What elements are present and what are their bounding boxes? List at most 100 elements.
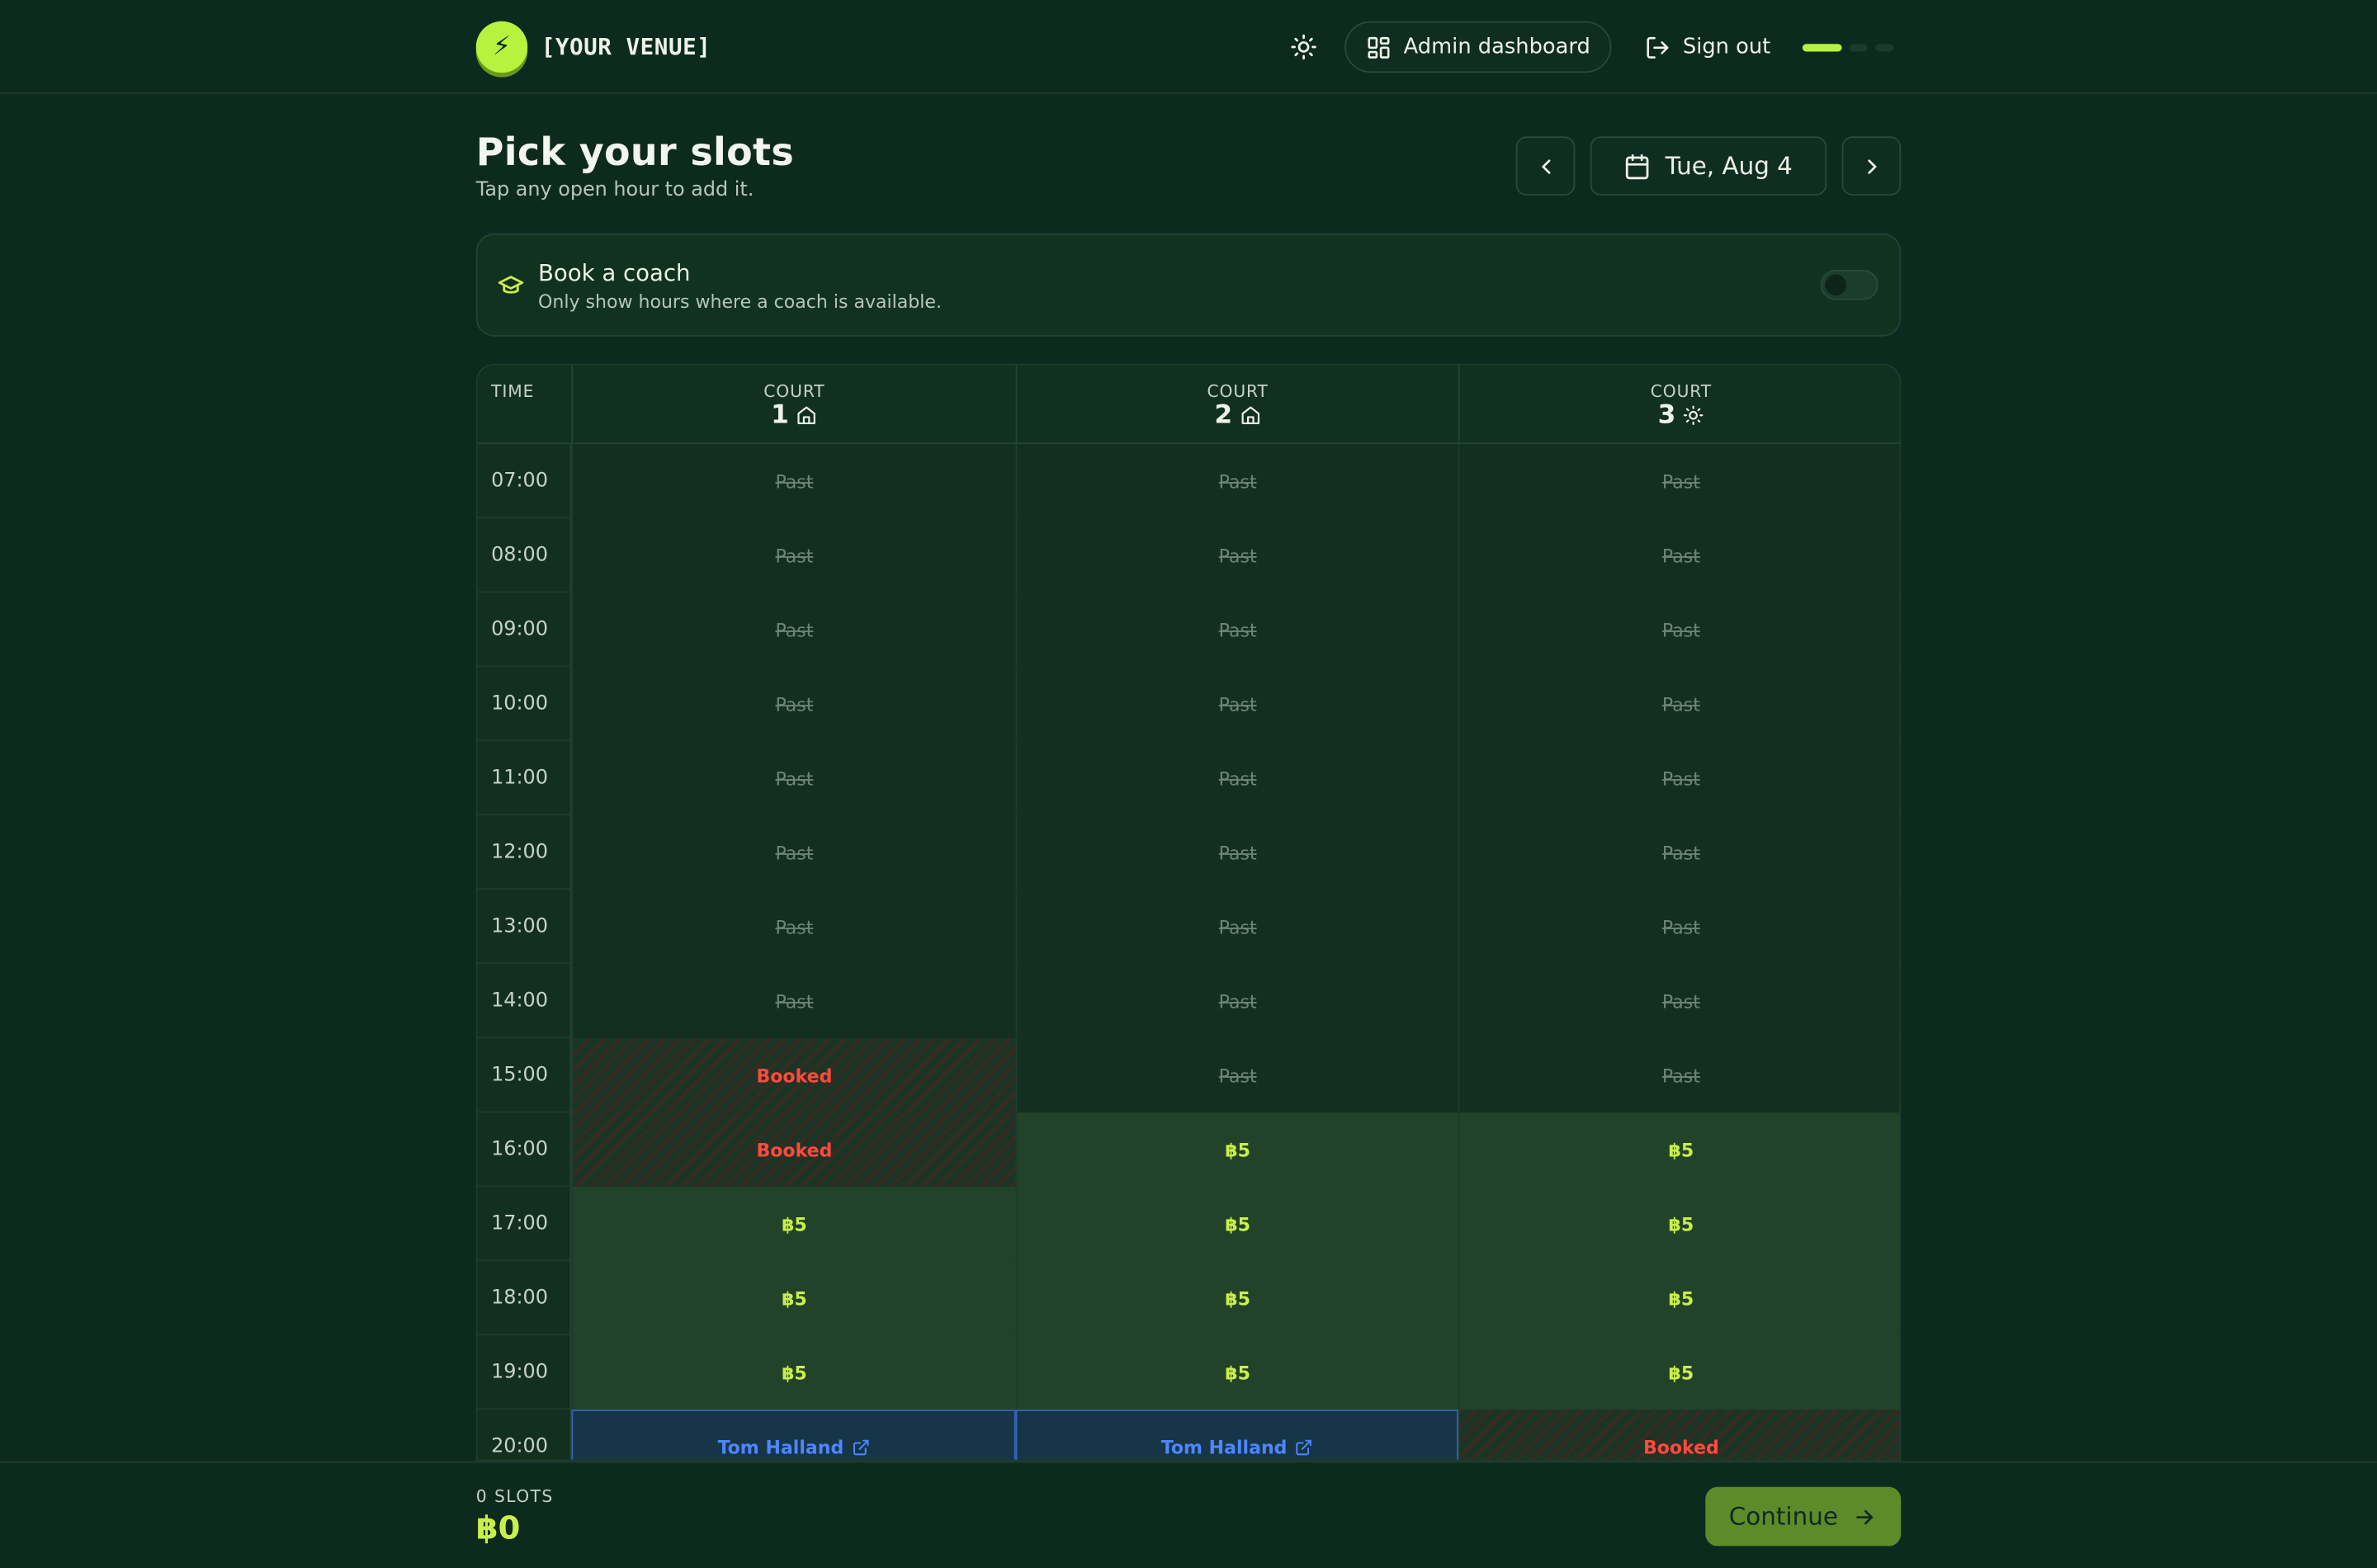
slot-open[interactable]: ฿5 xyxy=(1015,1187,1458,1262)
sign-out-button[interactable]: Sign out xyxy=(1645,34,1770,59)
slot-past: Past xyxy=(571,444,1016,519)
court-number: 3 xyxy=(1657,399,1676,431)
coach-filter-toggle[interactable] xyxy=(1820,269,1878,300)
slot-open[interactable]: ฿5 xyxy=(1458,1187,1900,1262)
slot-label: Past xyxy=(1218,545,1257,567)
slot-open[interactable]: ฿5 xyxy=(571,1261,1016,1336)
slot-count: 0 SLOTS xyxy=(475,1486,554,1507)
step-indicator xyxy=(1802,43,1901,51)
slot-past: Past xyxy=(1458,890,1900,965)
time-row: 16:00 Booked ฿5 ฿5 xyxy=(477,1112,1900,1188)
slot-label: Past xyxy=(1661,916,1700,937)
slot-label: Past xyxy=(775,767,814,790)
court-label: COURT xyxy=(763,381,825,402)
time-label: 07:00 xyxy=(478,444,572,519)
slot-label: Past xyxy=(1218,916,1257,937)
slot-past: Past xyxy=(1015,1038,1458,1113)
arrow-right-icon xyxy=(1857,1509,1874,1524)
grid-header: TIME COURT 1 COURT 2 COURT 3 xyxy=(477,365,1900,445)
slot-open[interactable]: ฿5 xyxy=(1015,1112,1458,1188)
slot-past: Past xyxy=(1458,741,1900,816)
time-row: 11:00 Past Past Past xyxy=(477,741,1900,816)
time-column-header: TIME xyxy=(491,381,535,402)
slot-label: ฿5 xyxy=(1225,1213,1250,1235)
time-label: 13:00 xyxy=(478,890,572,965)
slot-label: Past xyxy=(1661,767,1700,790)
time-label: 12:00 xyxy=(478,815,572,890)
court-schedule-grid: TIME COURT 1 COURT 2 COURT 3 xyxy=(475,363,1902,1462)
time-row: 18:00 ฿5 ฿5 ฿5 xyxy=(477,1261,1900,1336)
coach-filter-subtitle: Only show hours where a coach is availab… xyxy=(538,290,942,312)
slot-coach[interactable]: Tom Halland xyxy=(1015,1410,1458,1460)
slot-label: ฿5 xyxy=(1225,1139,1250,1160)
admin-dashboard-label: Admin dashboard xyxy=(1403,35,1590,59)
venue-logo[interactable]: ⚡ xyxy=(475,21,528,73)
slot-label: Past xyxy=(1218,619,1257,641)
slot-past: Past xyxy=(571,667,1016,742)
external-link-icon xyxy=(1296,1438,1311,1455)
slot-label: Past xyxy=(1661,990,1700,1012)
slot-coach[interactable]: Tom Halland xyxy=(571,1410,1016,1460)
time-label: 15:00 xyxy=(478,1038,572,1113)
slot-label: Past xyxy=(1661,842,1700,864)
slot-label: ฿5 xyxy=(1668,1362,1694,1383)
slot-past: Past xyxy=(571,815,1016,890)
slot-past: Past xyxy=(1458,518,1900,593)
booking-summary-bar: 0 SLOTS ฿0 Continue xyxy=(0,1461,2377,1568)
slot-past: Past xyxy=(1015,444,1458,519)
slot-label: ฿5 xyxy=(782,1213,807,1235)
time-row: 13:00 Past Past Past xyxy=(477,890,1900,965)
slot-past: Past xyxy=(571,593,1016,668)
page-subtitle: Tap any open hour to add it. xyxy=(475,178,754,202)
slot-open[interactable]: ฿5 xyxy=(1458,1335,1900,1410)
slot-past: Past xyxy=(571,741,1016,816)
slot-open[interactable]: ฿5 xyxy=(1015,1335,1458,1410)
admin-dashboard-button[interactable]: Admin dashboard xyxy=(1344,21,1612,73)
court-label: COURT xyxy=(1207,381,1269,402)
home-icon xyxy=(1241,406,1259,424)
court-label: COURT xyxy=(1650,381,1713,402)
time-row: 20:00 Tom Halland Tom Halland Booked xyxy=(478,1410,1900,1460)
time-row: 15:00 Booked Past Past xyxy=(477,1038,1900,1113)
time-label: 14:00 xyxy=(478,964,572,1039)
total-price: ฿0 xyxy=(475,1509,521,1547)
slot-open[interactable]: ฿5 xyxy=(1015,1261,1458,1336)
next-day-button[interactable] xyxy=(1841,136,1902,196)
slot-label: Past xyxy=(775,545,814,567)
slot-past: Past xyxy=(1458,667,1900,742)
slot-label: Past xyxy=(1218,1065,1257,1086)
slot-label: Past xyxy=(1661,693,1700,716)
slot-past: Past xyxy=(1458,815,1900,890)
court-2-header: COURT 2 xyxy=(1015,365,1458,445)
slot-open[interactable]: ฿5 xyxy=(1458,1112,1900,1188)
step-dot-active xyxy=(1802,43,1842,51)
date-picker-button[interactable]: Tue, Aug 4 xyxy=(1590,136,1827,196)
slot-open[interactable]: ฿5 xyxy=(571,1187,1016,1262)
slot-past: Past xyxy=(1458,964,1900,1039)
previous-day-button[interactable] xyxy=(1515,136,1576,196)
slot-label: Past xyxy=(775,693,814,716)
chevron-right-icon xyxy=(1867,158,1876,173)
date-navigator: Tue, Aug 4 xyxy=(1515,136,1902,196)
slot-label: Booked xyxy=(1642,1436,1719,1457)
toggle-knob xyxy=(1825,274,1847,296)
time-label: 09:00 xyxy=(478,593,572,668)
slot-past: Past xyxy=(1015,593,1458,668)
continue-button[interactable]: Continue xyxy=(1705,1486,1902,1547)
step-dot xyxy=(1874,43,1894,51)
slot-label: Past xyxy=(775,990,814,1012)
slot-past: Past xyxy=(1458,444,1900,519)
slot-open[interactable]: ฿5 xyxy=(1458,1261,1900,1336)
time-label: 17:00 xyxy=(478,1187,572,1262)
time-label: 18:00 xyxy=(478,1261,572,1336)
slot-open[interactable]: ฿5 xyxy=(571,1335,1016,1410)
time-label: 19:00 xyxy=(478,1335,572,1410)
current-date: Tue, Aug 4 xyxy=(1665,151,1793,181)
slot-past: Past xyxy=(1458,593,1900,668)
calendar-icon xyxy=(1626,153,1650,179)
slot-label: ฿5 xyxy=(1668,1139,1694,1160)
theme-toggle-button[interactable] xyxy=(1281,24,1326,69)
slot-label: ฿5 xyxy=(1668,1287,1694,1309)
venue-name[interactable]: [YOUR VENUE] xyxy=(541,33,711,61)
continue-label: Continue xyxy=(1728,1502,1838,1532)
